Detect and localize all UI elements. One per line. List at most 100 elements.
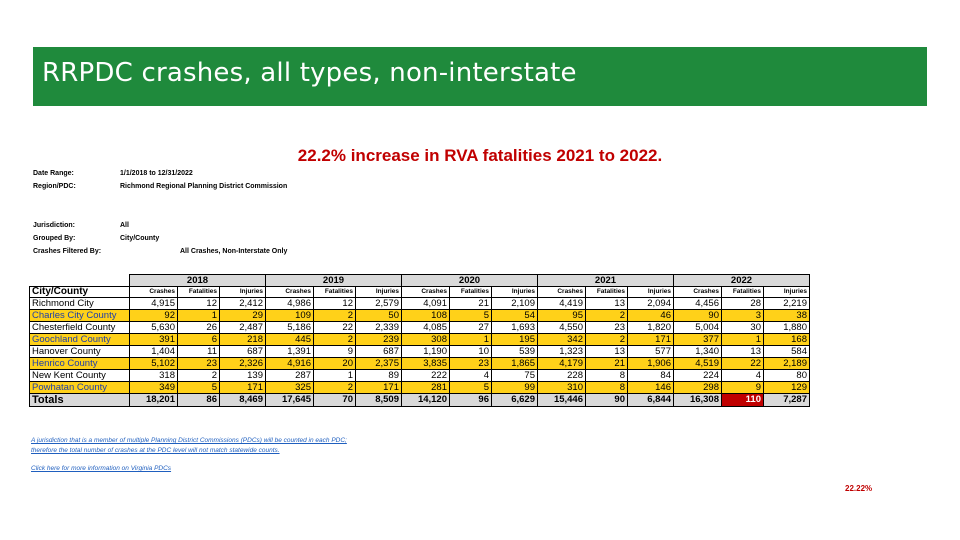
table-cell: 108	[401, 309, 450, 322]
table-cell: 1,340	[673, 345, 722, 358]
table-cell: 3,835	[401, 357, 450, 370]
table-cell: 109	[265, 309, 314, 322]
table-cell: 27	[449, 321, 492, 334]
table-cell: 391	[129, 333, 178, 346]
table-cell: 539	[491, 345, 538, 358]
table-cell: 4,519	[673, 357, 722, 370]
table-cell: 30	[721, 321, 764, 334]
table-row: Goochland County 391 6 218 445 2 239 308 1 195 342…	[29, 333, 810, 346]
table-cell: 445	[265, 333, 314, 346]
table-cell: 281	[401, 381, 450, 394]
table-cell: 139	[219, 369, 266, 382]
pdc-info-link[interactable]: Click here for more information on Virgi…	[31, 465, 172, 472]
table-cell: 171	[355, 381, 402, 394]
table-cell: 1,404	[129, 345, 178, 358]
year-header: 2021	[537, 274, 674, 287]
jurisdiction-value: All	[120, 222, 129, 229]
total-cell: 8,469	[219, 393, 266, 407]
jurisdiction-name: Richmond City	[29, 297, 130, 310]
total-cell: 90	[585, 393, 628, 407]
table-cell: 23	[177, 357, 220, 370]
table-cell: 4,456	[673, 297, 722, 310]
column-header: Fatalities	[313, 286, 356, 298]
jurisdiction-name: Chesterfield County	[29, 321, 130, 334]
table-cell: 171	[219, 381, 266, 394]
column-header: Injuries	[627, 286, 674, 298]
table-cell: 8	[585, 369, 628, 382]
jurisdiction-name: Henrico County	[29, 357, 130, 370]
table-cell: 92	[129, 309, 178, 322]
table-cell: 687	[355, 345, 402, 358]
table-cell: 298	[673, 381, 722, 394]
total-cell: 7,287	[763, 393, 810, 407]
year-header-row: 2018 2019 2020 2021 2022	[29, 274, 810, 287]
table-cell: 99	[491, 381, 538, 394]
total-cell: 8,509	[355, 393, 402, 407]
table-cell: 228	[537, 369, 586, 382]
table-cell: 4,916	[265, 357, 314, 370]
table-cell: 22	[721, 357, 764, 370]
table-row: Richmond City 4,915 12 2,412 4,986 12 2,579 4,0…	[29, 297, 810, 310]
jurisdiction-name: Goochland County	[29, 333, 130, 346]
footnote-line-2[interactable]: therefore the total number of crashes at…	[31, 447, 280, 454]
title-bar: RRPDC crashes, all types, non-interstate	[33, 47, 927, 106]
table-cell: 21	[449, 297, 492, 310]
column-header: Fatalities	[449, 286, 492, 298]
table-row: Charles City County 92 1 29 109 2 50 108 5 54 95 2 4…	[29, 309, 810, 322]
column-header: Crashes	[401, 286, 450, 298]
table-cell: 2	[313, 333, 356, 346]
table-cell: 2	[585, 309, 628, 322]
table-cell: 2,412	[219, 297, 266, 310]
year-header: 2022	[673, 274, 810, 287]
table-cell: 84	[627, 369, 674, 382]
table-cell: 21	[585, 357, 628, 370]
table-cell: 3	[721, 309, 764, 322]
table-cell: 2,326	[219, 357, 266, 370]
total-cell: 14,120	[401, 393, 450, 407]
jurisdiction-name: Powhatan County	[29, 381, 130, 394]
table-cell: 1	[721, 333, 764, 346]
table-cell: 308	[401, 333, 450, 346]
total-cell: 96	[449, 393, 492, 407]
filtered-label: Crashes Filtered By:	[33, 248, 102, 255]
table-cell: 4,179	[537, 357, 586, 370]
table-cell: 23	[449, 357, 492, 370]
jurisdiction-name: Charles City County	[29, 309, 130, 322]
region-value: Richmond Regional Planning District Comm…	[120, 183, 288, 190]
table-cell: 1,323	[537, 345, 586, 358]
total-cell: 18,201	[129, 393, 178, 407]
table-cell: 4,419	[537, 297, 586, 310]
table-cell: 38	[763, 309, 810, 322]
percent-note: 22.22%	[845, 484, 873, 493]
table-cell: 50	[355, 309, 402, 322]
table-cell: 4	[449, 369, 492, 382]
table-cell: 1,906	[627, 357, 674, 370]
table-cell: 2,339	[355, 321, 402, 334]
table-cell: 1,820	[627, 321, 674, 334]
table-cell: 1,880	[763, 321, 810, 334]
date-range-label: Date Range:	[33, 170, 74, 177]
table-cell: 5	[449, 381, 492, 394]
table-cell: 1,190	[401, 345, 450, 358]
table-cell: 2,094	[627, 297, 674, 310]
footnote-line-1[interactable]: A jurisdiction that is a member of multi…	[31, 437, 347, 444]
table-cell: 318	[129, 369, 178, 382]
column-header: Injuries	[491, 286, 538, 298]
table-cell: 4,986	[265, 297, 314, 310]
table-cell: 26	[177, 321, 220, 334]
table-cell: 1	[313, 369, 356, 382]
table-cell: 29	[219, 309, 266, 322]
table-cell: 2	[313, 309, 356, 322]
column-header: Crashes	[129, 286, 178, 298]
jurisdiction-name: Hanover County	[29, 345, 130, 358]
crash-table: 2018 2019 2020 2021 2022 City/County Crashes Fa…	[29, 274, 810, 407]
table-cell: 6	[177, 333, 220, 346]
jurisdiction-name: New Kent County	[29, 369, 130, 382]
table-cell: 1	[177, 309, 220, 322]
table-cell: 2,375	[355, 357, 402, 370]
table-cell: 20	[313, 357, 356, 370]
table-cell: 1	[449, 333, 492, 346]
total-cell: 86	[177, 393, 220, 407]
table-cell: 171	[627, 333, 674, 346]
table-cell: 12	[313, 297, 356, 310]
